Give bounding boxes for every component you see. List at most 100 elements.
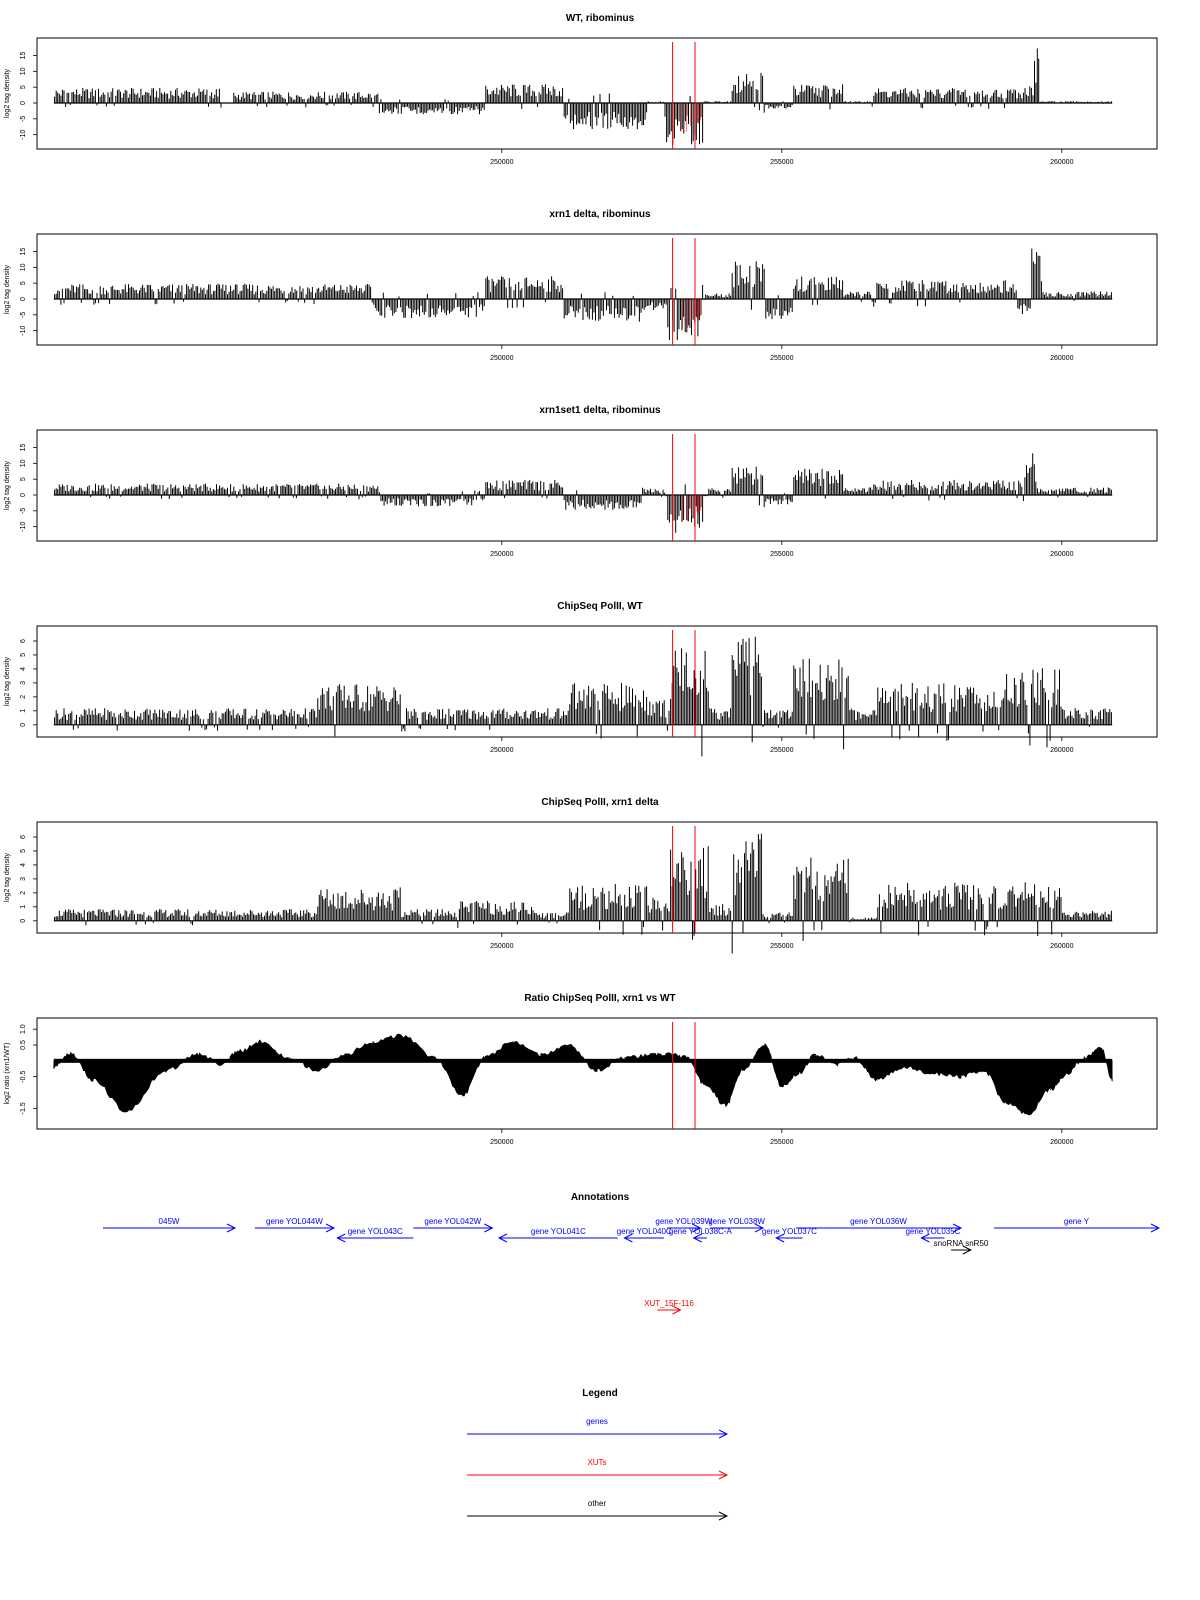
ratio-point	[960, 1076, 962, 1078]
arrowhead	[1150, 1223, 1161, 1233]
y-tick-label: 10	[20, 67, 27, 75]
legend: Legend genes XUTs other	[467, 1388, 729, 1521]
y-tick-label: 3	[20, 877, 27, 881]
ratio-point	[1005, 1101, 1007, 1103]
x-tick-label: 255000	[770, 1139, 793, 1146]
gene-gene-yol044w: gene YOL044W	[254, 1217, 336, 1233]
y-tick-label: 0	[20, 493, 27, 497]
ratio-point	[288, 1057, 290, 1059]
gene-label: gene YOL040C	[617, 1227, 672, 1236]
ratio-area	[53, 1033, 1113, 1116]
y-tick-label: 1	[20, 905, 27, 909]
ratio-point	[53, 1066, 55, 1068]
gene-label: gene YOL035C	[905, 1227, 960, 1236]
y-tick-label: -5	[20, 116, 27, 122]
legend-arrowhead	[718, 1429, 729, 1439]
ratio-point	[70, 1052, 72, 1054]
y-tick-label: 0	[20, 297, 27, 301]
legend-arrowhead	[718, 1511, 729, 1521]
gene-gene-yol041c: gene YOL041C	[497, 1227, 618, 1243]
arrowhead	[672, 1305, 682, 1315]
gene-label: gene YOL036W	[850, 1217, 907, 1226]
legend-label: XUTs	[587, 1458, 606, 1467]
ratio-point	[1066, 1072, 1068, 1075]
y-tick-label: 4	[20, 863, 27, 867]
ratio-point	[854, 1057, 856, 1059]
ratio-point	[624, 1057, 626, 1059]
x-tick-label: 250000	[490, 159, 513, 166]
ratio-point	[344, 1053, 346, 1056]
gene-label: gene YOL043C	[348, 1227, 403, 1236]
y-tick-label: 0	[20, 919, 27, 923]
ratio-point	[238, 1050, 240, 1052]
ratio-point	[198, 1053, 200, 1056]
legend-entry-xuts: XUTs	[467, 1458, 729, 1480]
legend-arrowhead	[718, 1470, 729, 1480]
panel-title: xrn1set1 delta, ribominus	[539, 405, 661, 416]
highlight-bars	[682, 495, 702, 522]
data-marks	[53, 48, 1113, 145]
panel-title: xrn1 delta, ribominus	[549, 209, 651, 220]
x-tick-label: 260000	[1050, 159, 1073, 166]
gene-gene-yol036w: gene YOL036W	[796, 1217, 963, 1233]
data-marks	[53, 833, 1113, 954]
y-tick-label: 4	[20, 667, 27, 671]
y-tick-label: 10	[20, 459, 27, 467]
y-axis-label: log2 tag density	[4, 656, 11, 706]
y-tick-label: 6	[20, 835, 27, 839]
gene-label: gene YOL037C	[762, 1227, 817, 1236]
gene-label: 045W	[159, 1217, 180, 1226]
arrowhead	[952, 1223, 963, 1233]
plot-frame	[36, 625, 1158, 738]
gene-gene-yol040c: gene YOL040C	[617, 1227, 672, 1243]
gene-gene-yol043c: gene YOL043C	[336, 1227, 414, 1243]
ratio-point	[1083, 1057, 1085, 1059]
y-tick-label: 5	[20, 281, 27, 285]
y-tick-label: 1.0	[20, 1024, 27, 1034]
y-tick-label: 0	[20, 101, 27, 105]
x-tick-label: 260000	[1050, 551, 1073, 558]
gene-045w: 045W	[103, 1217, 237, 1233]
ratio-point	[742, 1069, 744, 1071]
panel-3: xrn1set1 delta, ribominus log2 tag densit…	[4, 405, 1158, 558]
legend-entry-other: other	[467, 1499, 729, 1521]
y-tick-label: -0.5	[20, 1071, 27, 1083]
arrowhead	[325, 1223, 336, 1233]
arrowhead	[920, 1233, 930, 1243]
gene-gene-yol038c-a: gene YOL038C-A	[669, 1227, 732, 1243]
ratio-point	[260, 1041, 262, 1043]
ratio-point	[1027, 1114, 1029, 1116]
gene-gene-yol042w: gene YOL042W	[413, 1217, 494, 1233]
legend-label: genes	[586, 1417, 608, 1426]
panel-title: Ratio ChipSeq PolII, xrn1 vs WT	[524, 993, 675, 1004]
legend-entry-genes: genes	[467, 1417, 729, 1439]
ratio-point	[540, 1053, 542, 1056]
data-marks	[53, 1033, 1113, 1116]
x-tick-label: 255000	[770, 943, 793, 950]
gene-label: gene YOL041C	[531, 1227, 586, 1236]
y-axis-label: log2 tag density	[4, 264, 11, 314]
ratio-point	[814, 1053, 817, 1056]
gene-gene-y: gene Y	[994, 1217, 1161, 1233]
ratio-point	[126, 1110, 128, 1113]
panel-6: Ratio ChipSeq PolII, xrn1 vs WT log2 rati…	[4, 993, 1158, 1146]
data-marks	[53, 248, 1113, 341]
ratio-point	[702, 1082, 705, 1084]
ratio-point	[221, 1063, 223, 1065]
ratio-point	[568, 1044, 570, 1046]
plot-frame	[36, 429, 1158, 542]
highlight-bars	[682, 299, 702, 328]
ratio-point	[165, 1069, 167, 1071]
ratio-point	[484, 1057, 486, 1059]
gene-gene-yol035c: gene YOL035C	[905, 1227, 961, 1243]
x-tick-label: 250000	[490, 551, 513, 558]
density-bars	[54, 248, 1112, 341]
ratio-point	[798, 1072, 800, 1075]
y-tick-label: 0	[20, 723, 27, 727]
x-tick-label: 250000	[490, 355, 513, 362]
gene-label: gene Y	[1064, 1217, 1090, 1226]
ratio-point	[876, 1079, 878, 1081]
arrowhead	[336, 1233, 346, 1243]
